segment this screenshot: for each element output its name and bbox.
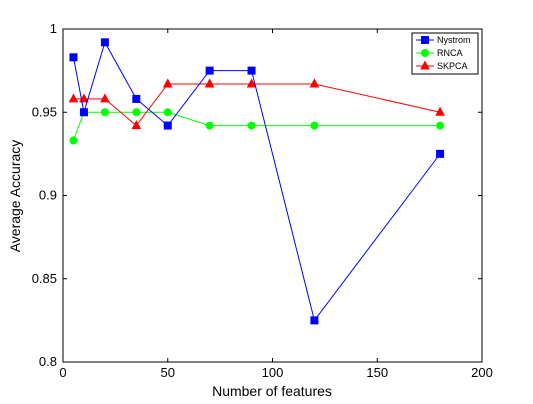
plot-area — [62, 28, 483, 363]
legend-item-rnca: RNCA — [416, 48, 463, 58]
legend-item-nystrom: Nystrom — [416, 35, 471, 45]
data-point-rnca — [163, 108, 172, 117]
data-point-skpca — [309, 78, 320, 88]
data-point-skpca — [204, 78, 215, 88]
series-layer — [68, 38, 445, 325]
data-point-nystrom — [79, 108, 88, 117]
data-point-skpca — [435, 106, 445, 116]
data-point-rnca — [247, 121, 256, 130]
data-point-nystrom — [247, 66, 256, 75]
x-axis-title: Number of features — [212, 383, 332, 399]
legend-label-skpca: SKPCA — [437, 61, 468, 71]
y-tick-label: 0.8 — [39, 354, 57, 369]
data-point-nystrom — [436, 149, 445, 158]
x-tick-label: 200 — [471, 365, 493, 380]
data-point-rnca — [132, 108, 141, 117]
series-skpca — [68, 78, 445, 130]
legend-item-skpca: SKPCA — [416, 60, 468, 71]
data-point-nystrom — [205, 66, 214, 75]
data-point-skpca — [100, 93, 110, 103]
data-point-rnca — [205, 121, 214, 130]
legend-marker-skpca — [420, 60, 430, 70]
data-point-nystrom — [163, 121, 172, 130]
data-point-nystrom — [100, 38, 109, 47]
y-tick-label: 0.85 — [32, 271, 57, 286]
legend-marker-rnca — [421, 49, 429, 57]
data-point-nystrom — [69, 53, 78, 62]
data-point-skpca — [131, 120, 142, 130]
x-tick-label: 50 — [161, 365, 175, 380]
data-point-skpca — [246, 78, 257, 88]
data-point-nystrom — [132, 94, 141, 103]
data-point-rnca — [69, 136, 78, 145]
x-tick-label: 0 — [59, 365, 66, 380]
data-point-nystrom — [310, 316, 319, 325]
y-tick-label: 1 — [50, 21, 57, 36]
data-point-skpca — [162, 78, 173, 88]
x-tick-label: 150 — [366, 365, 388, 380]
data-point-rnca — [436, 121, 445, 130]
legend-label-nystrom: Nystrom — [437, 35, 471, 45]
x-tick-label: 100 — [262, 365, 284, 380]
legend-marker-nystrom — [421, 36, 429, 44]
data-point-skpca — [68, 93, 79, 103]
data-point-rnca — [100, 108, 109, 117]
series-nystrom — [69, 38, 445, 325]
y-tick-label: 0.95 — [32, 104, 57, 119]
y-tick-label: 0.9 — [39, 188, 57, 203]
legend: Nystrom RNCA SKPCA — [411, 32, 479, 75]
legend-label-rnca: RNCA — [437, 48, 463, 58]
y-axis-title: Average Accuracy — [7, 140, 23, 253]
axis-ticks: 0 50 100 150 200 0.8 0.85 0.9 0.95 1 — [32, 21, 493, 380]
data-point-rnca — [310, 121, 319, 130]
